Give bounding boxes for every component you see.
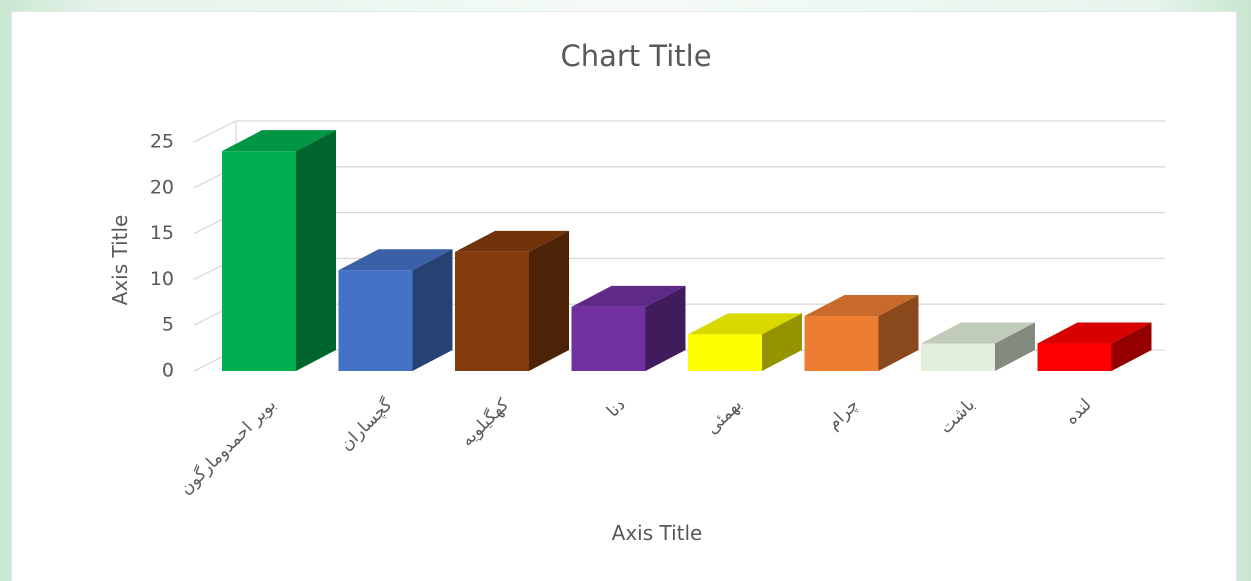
bar-8 (1037, 322, 1152, 371)
y-tick-label-1: 5 (162, 314, 174, 336)
y-tick-label-2: 10 (150, 268, 174, 290)
y-tick-label-3: 15 (150, 222, 174, 244)
bar-6-top (804, 295, 919, 317)
x-tick-label-5: بهمئی (702, 395, 746, 439)
x-tick-label-6: چرام (824, 395, 863, 434)
bar-4 (571, 285, 686, 371)
x-tick-label-3: کهگیلویه (457, 394, 514, 451)
bar-5-front (688, 334, 762, 371)
x-tick-label-1: بویر احمدومارگون (175, 394, 280, 499)
bar-2 (338, 249, 453, 371)
bar-5-side (762, 313, 802, 371)
bars (222, 130, 1152, 371)
bar-6-front (804, 316, 879, 371)
bar-3-top (455, 230, 569, 252)
bar-4-top (571, 285, 686, 307)
bar-8-front (1037, 343, 1112, 371)
bar-1-side (296, 130, 336, 371)
bar-7-top (921, 322, 1035, 344)
bar-3-front (455, 251, 529, 371)
y-axis-title: Axis Title (108, 215, 132, 306)
bar-1 (222, 130, 336, 371)
bar-7-side (995, 322, 1035, 371)
bar-6-side (878, 295, 919, 371)
bar-1-top (222, 130, 336, 152)
y-tick-label-4: 20 (150, 176, 174, 198)
bar-2-side (412, 249, 453, 371)
bar-8-side (1111, 322, 1152, 371)
y-tick-label-0: 0 (162, 360, 174, 382)
y-axis-ticks: 0 5 10 15 20 25 (150, 131, 174, 382)
bar-4-side (645, 285, 686, 371)
bar-6 (804, 295, 919, 371)
x-tick-label-7: باشت (936, 395, 979, 438)
x-tick-label-8: لنده (1062, 395, 1096, 429)
grid-diagonal-5 (193, 120, 237, 143)
bar-3-side (529, 230, 569, 371)
bar-1-front (222, 151, 296, 371)
bar-5-top (688, 313, 802, 335)
x-tick-label-4: دنا (603, 395, 630, 422)
bar-2-top (338, 249, 453, 271)
bar-4-front (571, 306, 646, 371)
x-axis-ticks: بویر احمدومارگون گچساران کهگیلویه دنا بهمئی چ… (175, 394, 1095, 499)
bar-5 (688, 313, 802, 371)
bar-7 (921, 322, 1035, 371)
bar-8-top (1037, 322, 1152, 344)
y-tick-label-5: 25 (150, 131, 174, 153)
bar-7-front (921, 343, 995, 371)
x-axis-title: Axis Title (612, 521, 703, 545)
chart-title: Chart Title (560, 39, 711, 73)
x-tick-label-2: گچساران (336, 394, 397, 455)
bar-3 (455, 230, 569, 371)
bar-2-front (338, 270, 413, 371)
